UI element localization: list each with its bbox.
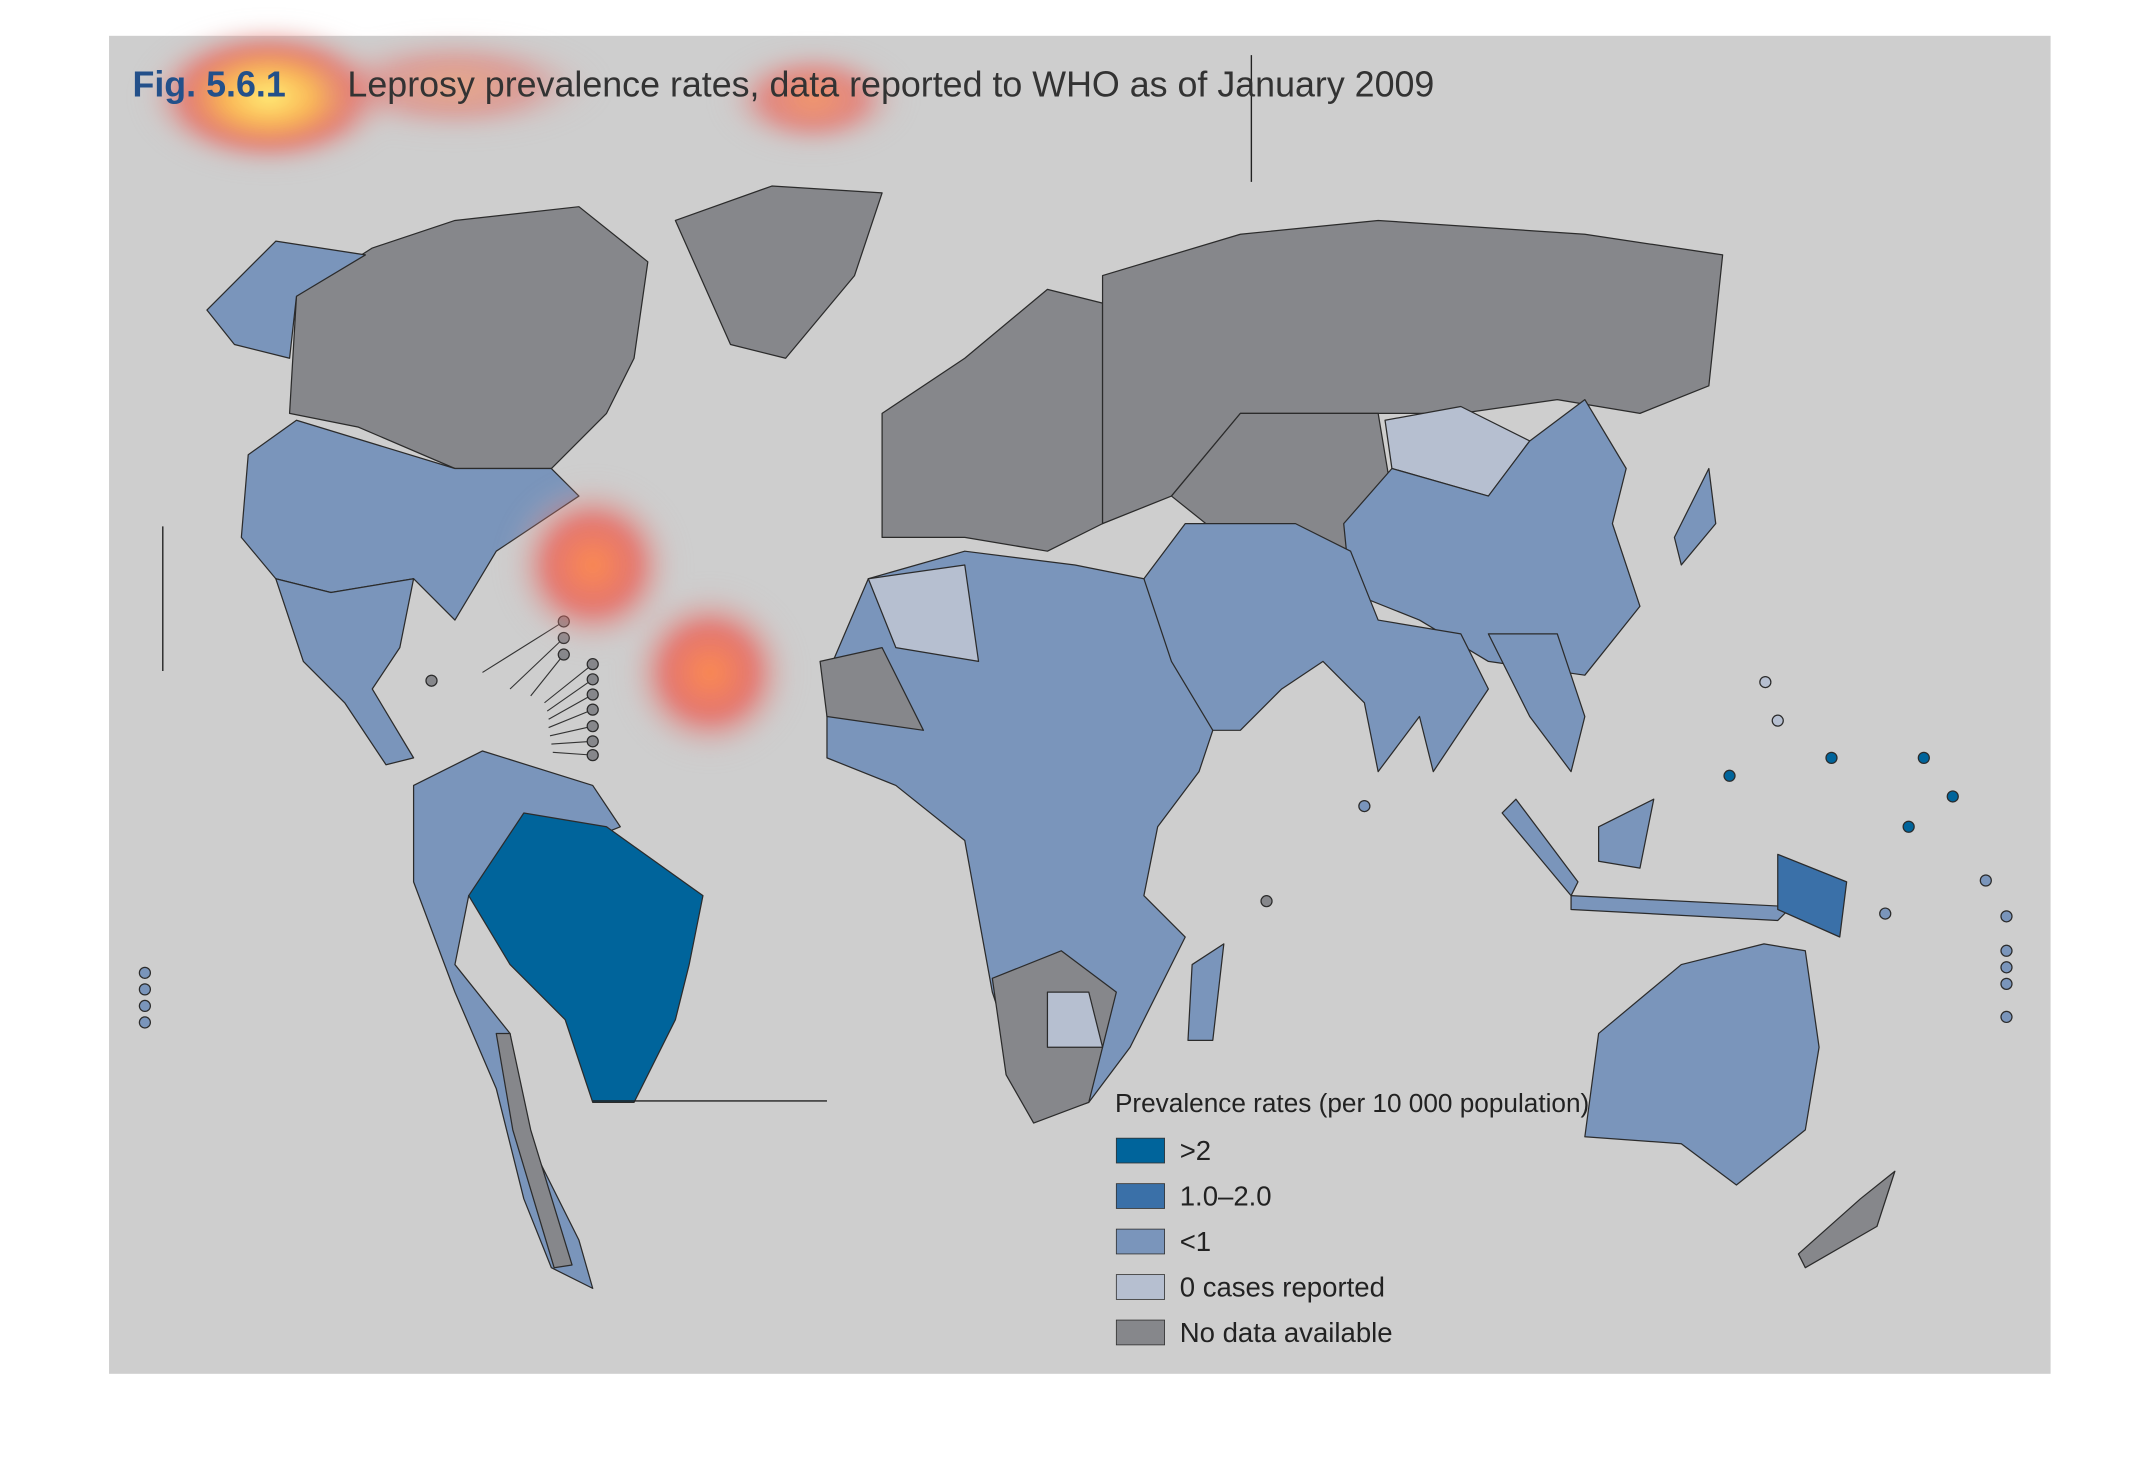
legend-label: 0 cases reported — [1180, 1272, 1385, 1303]
world-map — [138, 185, 2013, 1289]
legend: Prevalence rates (per 10 000 population)… — [1115, 1088, 1589, 1348]
island — [138, 966, 152, 979]
island — [1825, 751, 1838, 765]
borneo — [1597, 798, 1655, 869]
china — [1343, 398, 1641, 676]
island — [2000, 1010, 2013, 1024]
island — [1917, 751, 1930, 765]
madagascar — [1187, 943, 1225, 1041]
legend-swatch — [1115, 1183, 1165, 1209]
central-america — [275, 578, 415, 766]
island — [586, 703, 599, 716]
botswana — [1046, 991, 1104, 1048]
algeria — [867, 564, 980, 663]
island — [425, 674, 438, 687]
island — [2000, 910, 2013, 923]
island — [586, 688, 599, 701]
africa — [826, 550, 1214, 1117]
guide-lines — [162, 55, 1253, 1102]
figure-number: Fig. 5.6.1 — [132, 64, 285, 104]
island — [1946, 790, 1959, 803]
island — [586, 735, 599, 748]
heatmap-overlay — [137, 20, 910, 763]
island — [1879, 907, 1892, 920]
island — [1902, 820, 1915, 833]
southeast-asia — [1487, 633, 1586, 773]
java — [1570, 895, 1793, 922]
island — [586, 658, 599, 671]
australia — [1584, 943, 1820, 1186]
island — [138, 1016, 152, 1029]
island — [586, 673, 599, 686]
legend-label: >2 — [1180, 1135, 1211, 1166]
legend-swatch — [1115, 1137, 1165, 1164]
island — [2000, 944, 2013, 957]
greenland — [674, 185, 883, 359]
legend-label: 1.0–2.0 — [1180, 1181, 1272, 1212]
legend-swatch — [1115, 1274, 1165, 1300]
figure-title: Leprosy prevalence rates, data reported … — [347, 64, 1434, 104]
island — [586, 748, 599, 762]
island — [586, 720, 599, 733]
island — [138, 983, 152, 996]
canada — [288, 206, 649, 470]
mauritania — [819, 647, 925, 731]
chile — [495, 1032, 573, 1269]
papua-new-guinea — [1777, 853, 1848, 938]
island — [1723, 769, 1736, 782]
island — [2000, 961, 2013, 974]
island — [1771, 714, 1784, 727]
island — [1979, 874, 1992, 887]
south-asia — [1143, 522, 1490, 773]
new-zealand — [1797, 1170, 1896, 1269]
island — [1759, 675, 1772, 689]
legend-title: Prevalence rates (per 10 000 population) — [1115, 1088, 1589, 1118]
brazil — [468, 812, 704, 1103]
island — [1260, 895, 1273, 908]
island — [138, 999, 152, 1013]
pacific-islands-left — [138, 966, 152, 1029]
japan — [1673, 467, 1717, 566]
island — [1358, 799, 1371, 813]
legend-label: <1 — [1180, 1226, 1211, 1257]
legend-swatch — [1115, 1228, 1165, 1255]
island — [2000, 977, 2013, 990]
pacific-islands-right — [2000, 910, 2013, 1024]
usa — [240, 419, 580, 621]
alaska — [206, 240, 366, 359]
legend-swatch — [1115, 1319, 1165, 1346]
legend-label: No data available — [1180, 1317, 1393, 1348]
